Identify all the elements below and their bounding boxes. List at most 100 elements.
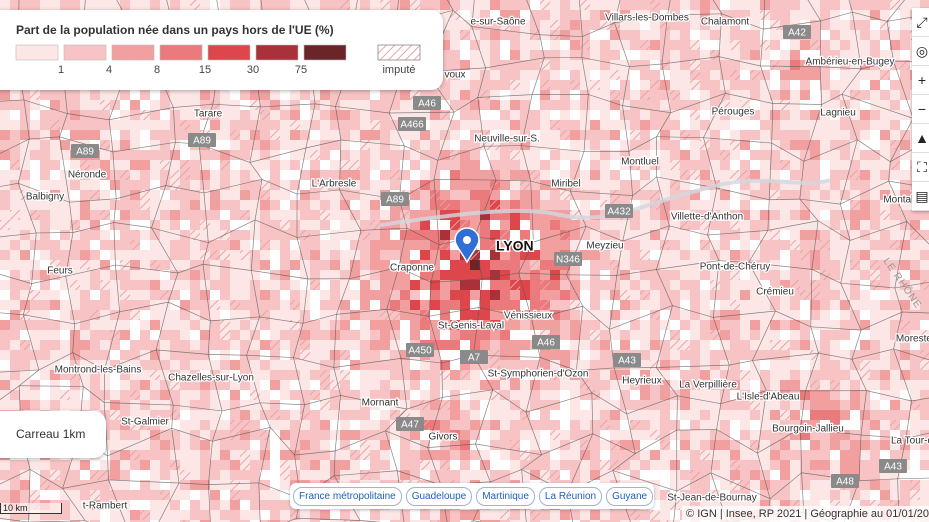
grid-cell — [120, 160, 130, 170]
grid-cell — [910, 390, 920, 400]
grid-cell — [210, 230, 220, 240]
grid-cell — [500, 410, 510, 420]
grid-cell — [450, 70, 460, 80]
grid-cell — [690, 310, 700, 320]
grid-cell — [710, 460, 720, 470]
grid-cell — [220, 440, 230, 450]
grid-cell — [810, 180, 820, 190]
grid-cell — [320, 260, 330, 270]
grid-cell — [40, 170, 50, 180]
grid-cell — [410, 110, 420, 120]
grid-cell — [890, 100, 900, 110]
grid-cell — [110, 0, 120, 10]
grid-cell — [280, 0, 290, 10]
grid-cell — [90, 90, 100, 100]
grid-cell — [280, 320, 290, 330]
grid-cell — [20, 290, 30, 300]
grid-cell — [670, 280, 680, 290]
grid-cell — [40, 290, 50, 300]
grid-cell — [680, 0, 690, 10]
grid-cell — [270, 420, 280, 430]
grid-cell — [920, 250, 929, 260]
grid-cell — [70, 400, 80, 410]
grid-cell — [780, 470, 790, 480]
grid-cell — [680, 30, 690, 40]
grid-cell — [600, 280, 610, 290]
grid-cell — [500, 340, 510, 350]
grid-cell — [440, 30, 450, 40]
grid-cell — [860, 440, 870, 450]
grid-cell — [860, 20, 870, 30]
grid-cell — [420, 280, 430, 290]
grid-cell — [670, 520, 680, 522]
grid-cell — [820, 10, 830, 20]
grid-cell — [410, 370, 420, 380]
grid-cell — [590, 230, 600, 240]
grid-cell — [500, 520, 510, 522]
grid-cell — [470, 0, 480, 10]
grid-cell — [830, 340, 840, 350]
commune-border — [477, 97, 485, 147]
grid-cell — [640, 170, 650, 180]
grid-cell — [770, 130, 780, 140]
grid-cell — [760, 440, 770, 450]
grid-cell — [620, 70, 630, 80]
imputed-cell — [470, 250, 480, 260]
grid-cell — [100, 310, 110, 320]
grid-cell — [720, 120, 730, 130]
grid-cell — [680, 490, 690, 500]
commune-border — [725, 93, 773, 104]
grid-cell — [250, 400, 260, 410]
grid-cell — [580, 10, 590, 20]
grid-cell — [510, 120, 520, 130]
grid-cell — [150, 320, 160, 330]
grid-cell — [150, 120, 160, 130]
commune-border — [388, 112, 405, 147]
grid-cell — [20, 230, 30, 240]
grid-cell — [880, 130, 890, 140]
grid-cell — [360, 340, 370, 350]
grid-cell — [570, 350, 580, 360]
grid-cell — [20, 200, 30, 210]
grid-cell — [710, 380, 720, 390]
grid-cell — [590, 400, 600, 410]
grid-cell — [710, 210, 720, 220]
grid-cell — [160, 280, 170, 290]
grid-cell — [50, 160, 60, 170]
grid-cell — [200, 430, 210, 440]
grid-cell — [210, 330, 220, 340]
grid-cell — [390, 340, 400, 350]
commune-border — [29, 136, 60, 140]
imputed-cell — [320, 180, 330, 190]
grid-cell — [900, 500, 910, 510]
grid-cell — [720, 20, 730, 30]
grid-cell — [640, 370, 650, 380]
grid-cell — [160, 450, 170, 460]
commune-border — [531, 57, 545, 95]
grid-cell — [500, 290, 510, 300]
grid-cell — [290, 90, 300, 100]
grid-cell — [550, 300, 560, 310]
grid-cell — [500, 420, 510, 430]
grid-cell — [100, 360, 110, 370]
grid-cell — [290, 150, 300, 160]
grid-cell — [490, 120, 500, 130]
grid-cell — [390, 280, 400, 290]
grid-cell — [200, 90, 210, 100]
grid-cell — [720, 430, 730, 440]
grid-cell — [120, 120, 130, 130]
grid-cell — [790, 70, 800, 80]
grid-cell — [830, 170, 840, 180]
grid-cell — [430, 300, 440, 310]
imputed-cell — [730, 460, 740, 470]
grid-cell — [130, 190, 140, 200]
grid-cell — [330, 0, 340, 10]
grid-cell — [90, 340, 100, 350]
grid-cell — [780, 380, 790, 390]
grid-cell — [220, 370, 230, 380]
imputed-cell — [560, 190, 570, 200]
grid-cell — [290, 440, 300, 450]
imputed-cell — [670, 330, 680, 340]
imputed-cell — [530, 470, 540, 480]
grid-cell — [740, 430, 750, 440]
